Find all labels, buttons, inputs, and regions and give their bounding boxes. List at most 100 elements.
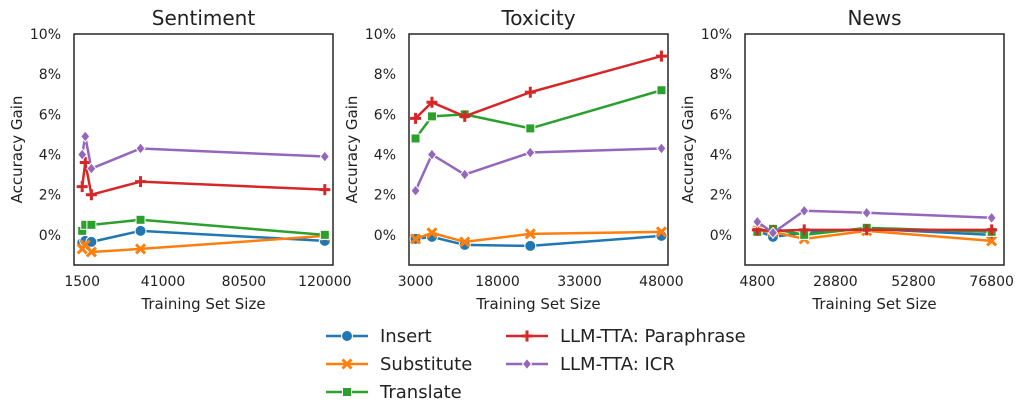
data-point: [85, 235, 98, 248]
series-line: [80, 161, 325, 196]
data-point: [410, 184, 421, 197]
x-tick-label: 33000: [557, 274, 602, 290]
panel-sentiment: Sentiment 0% 2% 4% 6% 8% 10% 1500 41000 80500 1200…: [8, 6, 352, 313]
data-point: [524, 239, 537, 252]
y-tick-label: 2%: [374, 188, 396, 204]
legend-item-insert: Insert: [322, 322, 432, 350]
y-tick-label: 8%: [710, 67, 732, 83]
series-translate: [410, 85, 667, 144]
data-point: [986, 224, 998, 236]
legend-marker: [521, 357, 533, 371]
data-point: [135, 142, 146, 155]
legend-swatch-paraphrase: [506, 330, 548, 342]
legend-item-icr: LLM-TTA: ICR: [502, 350, 675, 378]
plot-frame: [73, 33, 334, 266]
y-tick-label: 4%: [710, 148, 732, 164]
data-point: [459, 168, 470, 181]
data-point: [752, 215, 763, 229]
y-tick-label: 6%: [374, 107, 396, 123]
legend-label-translate: Translate: [380, 381, 462, 403]
data-point: [798, 224, 810, 236]
y-tick-label: 8%: [39, 67, 61, 83]
y-tick-label: 4%: [374, 148, 396, 164]
legend-swatch-substitute: [326, 358, 368, 370]
x-tick-label: 52800: [891, 274, 936, 290]
series-line: [415, 230, 662, 244]
x-tick-label: 120000: [298, 274, 351, 290]
data-point: [986, 235, 998, 247]
series-line: [757, 228, 992, 233]
panel-title: Sentiment: [152, 6, 256, 30]
data-point: [86, 219, 97, 230]
series-line: [414, 54, 662, 120]
x-tick-label: 80500: [222, 274, 267, 290]
x-tick-label: 4800: [740, 274, 776, 290]
x-tick-label: 3000: [398, 274, 434, 290]
x-axis-label: Training Set Size: [140, 295, 265, 313]
x-tick-label: 28800: [813, 274, 858, 290]
x-axis-label: Training Set Size: [475, 295, 600, 313]
panel-news: News 0% 2% 4% 6% 8% 10% 4800 28800 52800 76800 Trai…: [679, 6, 1014, 313]
data-point: [409, 233, 422, 245]
series-llm-tta-paraphrase: [76, 157, 331, 201]
panel-title: News: [847, 6, 901, 30]
data-point: [319, 150, 330, 163]
data-point: [134, 224, 147, 237]
legend-label-paraphrase: LLM-TTA: Paraphrase: [560, 325, 746, 347]
legend-swatch-translate: [326, 387, 368, 397]
legend-marker: [341, 358, 353, 370]
legend-marker: [521, 330, 533, 342]
series-llm-tta-icr: [752, 204, 997, 240]
legend-item-paraphrase: LLM-TTA: Paraphrase: [502, 322, 746, 350]
data-point: [655, 50, 667, 62]
data-point: [767, 226, 779, 240]
x-tick-label: 18000: [475, 274, 520, 290]
series-llm-tta-icr: [410, 142, 667, 197]
series-llm-tta-icr: [77, 130, 330, 175]
data-point: [656, 85, 667, 96]
legend-label-insert: Insert: [380, 325, 432, 347]
data-point: [86, 162, 97, 175]
series-translate: [77, 214, 330, 240]
data-point: [135, 176, 147, 188]
data-point: [319, 184, 331, 196]
data-point: [656, 142, 667, 155]
data-point: [410, 112, 422, 124]
data-point: [525, 123, 536, 134]
data-point: [85, 189, 97, 201]
data-point: [134, 243, 147, 255]
y-tick-label: 6%: [710, 107, 732, 123]
legend-label-icr: LLM-TTA: ICR: [560, 353, 675, 375]
y-tick-label: 6%: [39, 107, 61, 123]
series-line: [81, 218, 325, 237]
data-point: [986, 211, 997, 225]
x-tick-label: 76800: [969, 274, 1014, 290]
data-point: [655, 226, 668, 238]
series-llm-tta-paraphrase: [410, 50, 667, 124]
panel-title: Toxicity: [500, 6, 575, 30]
data-point: [426, 148, 438, 161]
data-point: [861, 206, 872, 220]
legend-marker: [342, 387, 352, 397]
data-point: [319, 229, 330, 240]
legend-item-substitute: Substitute: [322, 350, 472, 378]
y-tick-label: 0%: [710, 228, 732, 244]
data-point: [459, 110, 471, 122]
y-axis-label: Accuracy Gain: [8, 96, 26, 204]
data-point: [525, 146, 536, 159]
data-point: [426, 96, 438, 108]
y-tick-label: 4%: [39, 148, 61, 164]
series-line: [414, 89, 662, 140]
y-tick-label: 2%: [39, 188, 61, 204]
y-tick-label: 10%: [365, 27, 396, 43]
legend-marker: [341, 330, 353, 342]
y-tick-label: 0%: [374, 228, 396, 244]
data-point: [524, 86, 536, 98]
series-substitute: [409, 226, 668, 248]
y-tick-label: 8%: [374, 67, 396, 83]
data-point: [85, 246, 97, 258]
data-point: [426, 111, 437, 122]
legend-label-substitute: Substitute: [380, 353, 473, 375]
data-point: [77, 148, 88, 161]
